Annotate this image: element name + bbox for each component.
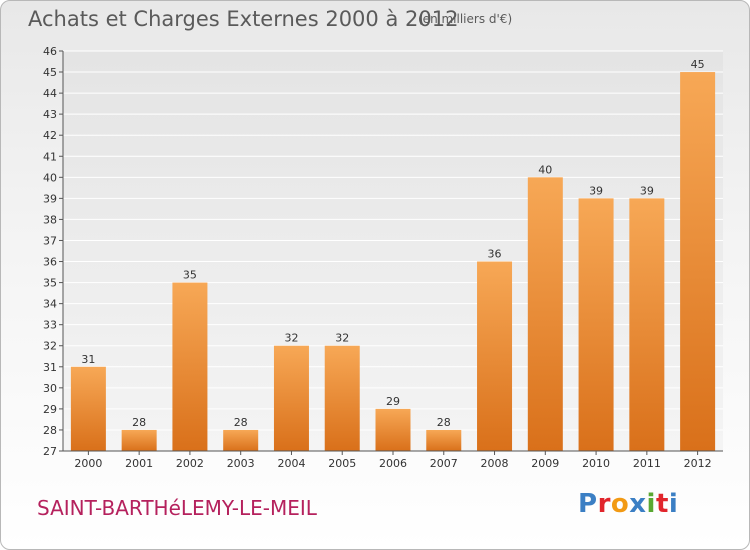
data-label-2009: 40 bbox=[538, 163, 552, 176]
x-axis: 2000 2001 2002 2003 2004 2005 2006 2007 2008 2009… bbox=[63, 450, 723, 470]
proxiti-logo: Proxiti bbox=[578, 489, 678, 519]
x-tick-label-2011: 2011 bbox=[633, 457, 661, 470]
data-label-2005: 32 bbox=[335, 332, 349, 345]
bar-2003 bbox=[223, 429, 259, 451]
y-tick-label: 31 bbox=[43, 361, 57, 374]
x-tick-label-2003: 2003 bbox=[227, 457, 255, 470]
bar-2006 bbox=[375, 408, 411, 451]
x-tick-label-2001: 2001 bbox=[125, 457, 153, 470]
x-tick-label-2000: 2000 bbox=[74, 457, 102, 470]
data-label-2008: 36 bbox=[488, 248, 502, 261]
y-tick-label: 41 bbox=[43, 150, 57, 163]
y-tick-label: 33 bbox=[43, 319, 57, 332]
x-tick-label-2005: 2005 bbox=[328, 457, 356, 470]
logo-letter: i bbox=[668, 489, 679, 519]
y-tick-label: 44 bbox=[43, 87, 57, 100]
chart-subtitle: (en milliers d'€) bbox=[418, 12, 513, 26]
logo-letter: r bbox=[597, 489, 611, 519]
y-tick-label: 36 bbox=[43, 256, 57, 269]
y-axis: 27 28 29 30 31 32 33 34 35 36 37 38 39 40 41 42 43 44 45 46 bbox=[43, 45, 64, 458]
data-label-2011: 39 bbox=[640, 184, 654, 197]
y-tick-label: 40 bbox=[43, 171, 57, 184]
y-tick-label: 30 bbox=[43, 382, 57, 395]
y-tick-label: 43 bbox=[43, 108, 57, 121]
y-tick-label: 28 bbox=[43, 424, 57, 437]
data-label-2002: 35 bbox=[183, 269, 197, 282]
y-tick-label: 27 bbox=[43, 445, 57, 458]
bar-2011 bbox=[629, 198, 665, 451]
data-label-2000: 31 bbox=[81, 353, 95, 366]
x-tick-label-2012: 2012 bbox=[684, 457, 712, 470]
logo-letter: t bbox=[655, 489, 669, 519]
x-tick-label-2002: 2002 bbox=[176, 457, 204, 470]
bar-2007 bbox=[426, 429, 462, 451]
bar-2009 bbox=[527, 177, 563, 451]
bar-2002 bbox=[172, 282, 208, 451]
bar-2004 bbox=[273, 345, 309, 451]
logo-letter: x bbox=[629, 489, 647, 519]
y-tick-label: 39 bbox=[43, 192, 57, 205]
bar-2008 bbox=[477, 261, 513, 451]
logo-letter: i bbox=[646, 489, 656, 519]
y-tick-label: 46 bbox=[43, 45, 57, 58]
bar-2005 bbox=[324, 345, 360, 451]
data-label-2003: 28 bbox=[234, 416, 248, 429]
x-tick-label-2009: 2009 bbox=[531, 457, 559, 470]
x-tick-label-2004: 2004 bbox=[277, 457, 305, 470]
chart-title: Achats et Charges Externes 2000 à 2012 bbox=[28, 7, 459, 31]
y-tick-label: 29 bbox=[43, 403, 57, 416]
plot-area bbox=[63, 51, 723, 451]
y-tick-label: 42 bbox=[43, 129, 57, 142]
y-tick-label: 32 bbox=[43, 340, 57, 353]
x-tick-label-2010: 2010 bbox=[582, 457, 610, 470]
bar-2001 bbox=[121, 429, 157, 451]
bar-2000 bbox=[70, 366, 106, 451]
data-label-2012: 45 bbox=[691, 58, 705, 71]
x-tick-label-2007: 2007 bbox=[430, 457, 458, 470]
y-tick-label: 35 bbox=[43, 277, 57, 290]
y-tick-label: 34 bbox=[43, 298, 57, 311]
data-label-2001: 28 bbox=[132, 416, 146, 429]
y-tick-label: 38 bbox=[43, 213, 57, 226]
bar-2010 bbox=[578, 198, 614, 451]
x-tick-label-2006: 2006 bbox=[379, 457, 407, 470]
y-tick-label: 45 bbox=[43, 66, 57, 79]
y-tick-label: 37 bbox=[43, 234, 57, 247]
data-label-2007: 28 bbox=[437, 416, 451, 429]
commune-name: SAINT-BARTHéLEMY-LE-MEIL bbox=[37, 496, 317, 520]
data-label-2004: 32 bbox=[284, 332, 298, 345]
logo-letter: P bbox=[578, 489, 598, 519]
data-label-2010: 39 bbox=[589, 184, 603, 197]
logo-letter: o bbox=[610, 489, 630, 519]
data-label-2006: 29 bbox=[386, 395, 400, 408]
x-tick-label-2008: 2008 bbox=[481, 457, 509, 470]
bars-group: 31 28 35 28 32 32 29 28 36 40 39 39 45 bbox=[70, 58, 716, 451]
bar-2012 bbox=[680, 72, 716, 451]
